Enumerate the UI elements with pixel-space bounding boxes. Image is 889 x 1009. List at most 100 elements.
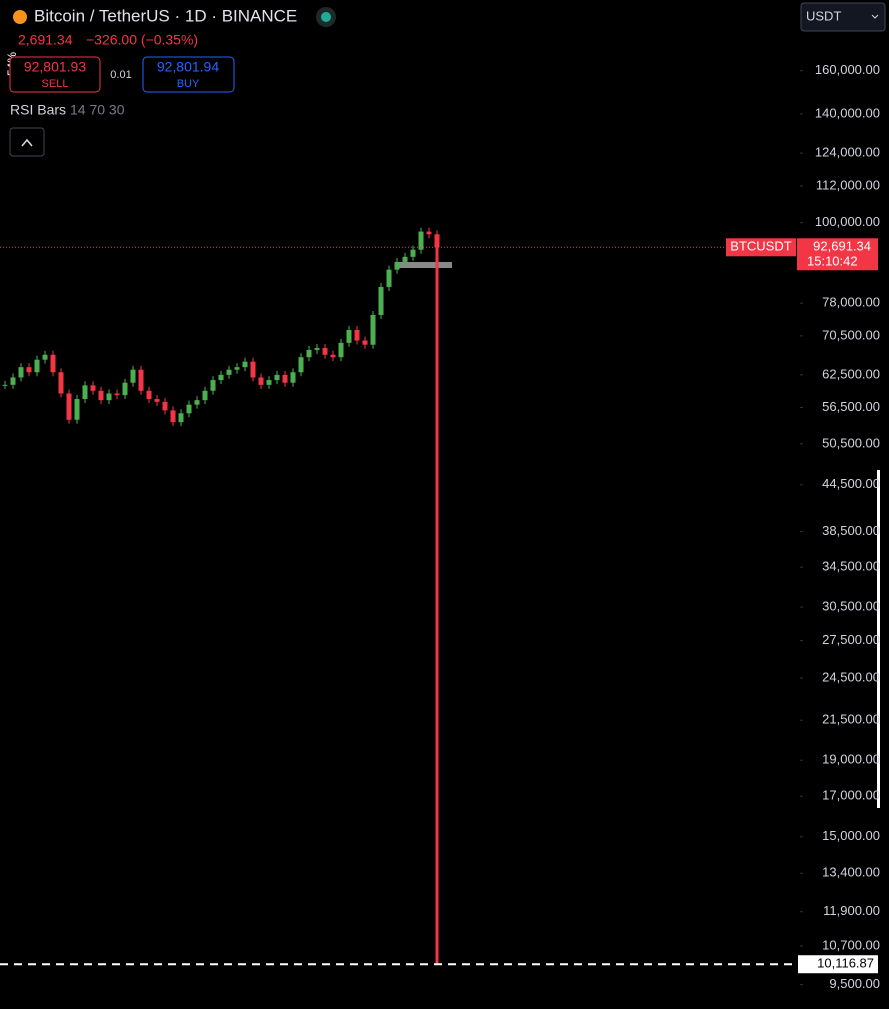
countdown: 15:10:42 (807, 254, 858, 269)
candle-body (50, 354, 56, 373)
candle-body (362, 340, 368, 345)
candle-body (242, 361, 248, 368)
sell-price: 92,801.93 (24, 59, 86, 75)
y-tick-label: 17,000.00 (822, 788, 880, 803)
select-label: USDT (806, 8, 841, 23)
candle-body (274, 374, 280, 381)
candle-body (66, 393, 72, 420)
candle-body (346, 329, 352, 343)
spread: 0.01 (110, 69, 131, 81)
price-tag-box (797, 238, 878, 271)
candle-body (370, 314, 376, 345)
indicator-params: 14 70 30 (70, 102, 125, 118)
coin-icon (13, 10, 27, 24)
candle-body (82, 385, 88, 400)
candle-body (178, 413, 184, 423)
collapse-button[interactable] (9, 127, 45, 157)
change: −326.00 (−0.35%) (86, 32, 198, 48)
y-tick-label: 21,500.00 (822, 712, 880, 727)
candle-body (354, 329, 360, 341)
currency-select[interactable]: USDT (800, 2, 886, 32)
y-tick-label: 70,500.00 (822, 327, 880, 342)
buy-price: 92,801.94 (157, 59, 219, 75)
y-tick-label: 160,000.00 (815, 62, 880, 77)
y-tick-label: 13,400.00 (822, 865, 880, 880)
candle-body (210, 380, 216, 391)
candle-body (138, 369, 144, 391)
y-tick-label: 15,000.00 (822, 828, 880, 843)
candle-body (74, 399, 80, 420)
candle-body (130, 369, 136, 383)
candle-body (426, 231, 432, 235)
candle-body (386, 269, 392, 287)
candle-body (58, 372, 64, 394)
candle-body (434, 234, 440, 248)
candle-body (122, 382, 128, 396)
y-tick-label: 9,500.00 (829, 976, 880, 991)
y-tick-label: 19,000.00 (822, 752, 880, 767)
candle-body (42, 354, 48, 360)
candle-body (218, 374, 224, 381)
status-dot (321, 12, 331, 22)
candle-body (330, 354, 336, 358)
candle-body (154, 399, 160, 402)
candle-body (418, 231, 424, 250)
candle-body (98, 390, 104, 401)
price: 2,691.34 (18, 32, 73, 48)
candle-body (338, 342, 344, 358)
y-tick-label: 38,500.00 (822, 523, 880, 538)
sell-label: SELL (42, 78, 69, 90)
candle-body (26, 367, 32, 373)
candle-body (146, 390, 152, 400)
candle-body (258, 377, 264, 385)
price-tag: 92,691.34 (813, 239, 871, 254)
candle-body (314, 348, 320, 350)
y-tick-label: 124,000.00 (815, 145, 880, 160)
y-tick-label: 112,000.00 (816, 177, 880, 192)
low-tag: 10,116.87 (817, 956, 874, 971)
y-tick-label: 50,500.00 (822, 435, 880, 450)
y-tick-label: 78,000.00 (822, 295, 880, 310)
candle-body (114, 393, 120, 396)
y-tick-label: 24,500.00 (822, 669, 880, 684)
candle-body (394, 261, 400, 270)
y-tick-label: 62,500.00 (822, 366, 880, 381)
candle-body (290, 372, 296, 383)
y-tick-label: 44,500.00 (822, 476, 880, 491)
select-box (800, 2, 886, 32)
low-tag-box (798, 955, 878, 974)
buy-box (142, 56, 235, 93)
candle-body (322, 348, 328, 355)
buy-button[interactable]: 92,801.94 BUY (142, 56, 235, 93)
title: Bitcoin / TetherUS · 1D · BINANCE (34, 6, 297, 25)
candle-body (250, 361, 256, 378)
y-tick-label: 56,500.00 (822, 399, 880, 414)
candle-body (18, 367, 24, 378)
symbol-tag: BTCUSDT (730, 239, 791, 254)
candle-body (226, 369, 232, 375)
sell-button[interactable]: 92,801.93 SELL (9, 56, 101, 93)
y-tick-label: 100,000.00 (815, 214, 880, 229)
candle-body (10, 377, 16, 385)
y-tick-label: 140,000.00 (815, 105, 880, 120)
y-tick-label: 10,700.00 (822, 938, 880, 953)
candle-body (266, 380, 272, 385)
candle-body (170, 410, 176, 423)
candle-body (402, 256, 408, 262)
candle-body (378, 286, 384, 315)
y-tick-label: 34,500.00 (822, 559, 880, 574)
candle-body (410, 249, 416, 257)
collapse-icon (21, 138, 33, 147)
candle-body (34, 359, 40, 373)
sell-box (9, 56, 101, 93)
candle-body (298, 357, 304, 373)
candle-body (106, 393, 112, 401)
candle-body (202, 390, 208, 401)
y-tick-label: 30,500.00 (822, 598, 880, 613)
collapse-box (9, 127, 45, 157)
symbol-tag-box (726, 238, 796, 257)
candle-body (162, 401, 168, 411)
